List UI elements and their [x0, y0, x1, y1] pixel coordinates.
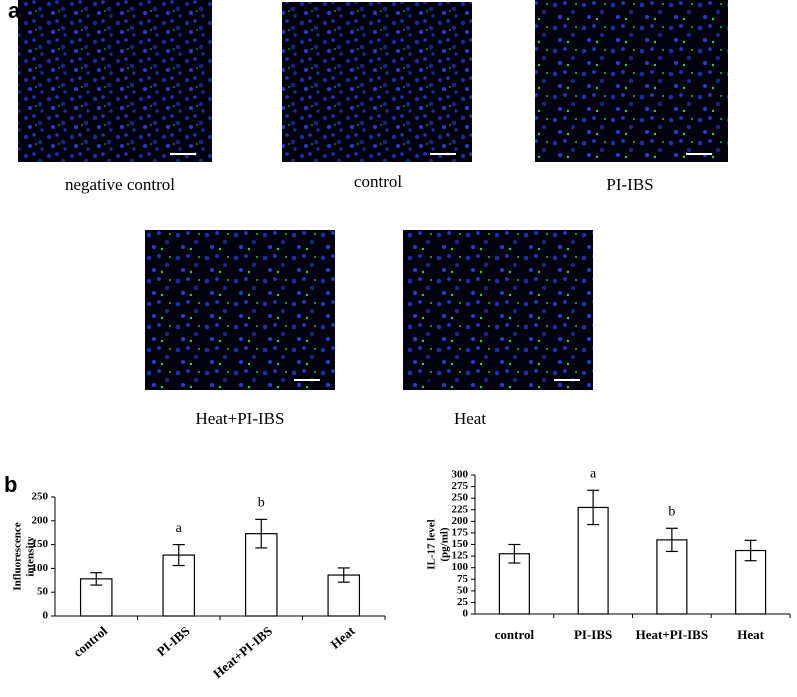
bar [498, 553, 530, 615]
image-caption: PI-IBS [606, 175, 653, 194]
micrograph [535, 0, 728, 162]
x-tick-label: Heat [327, 623, 358, 652]
y-tick-label: 200 [32, 514, 49, 526]
image-caption: Heat [454, 409, 486, 428]
micrograph [282, 2, 472, 162]
y-tick-label: 200 [452, 515, 469, 527]
y-tick-label: 125 [452, 550, 469, 562]
image-caption: Heat+PI-IBS [196, 409, 285, 428]
x-tick-label: Heat+PI-IBS [210, 623, 275, 681]
y-tick-label: 175 [452, 526, 469, 538]
y-tick-label: 50 [457, 584, 469, 596]
y-tick-label: 250 [452, 492, 469, 504]
error-bar [587, 489, 600, 526]
y-tick-label: 250 [32, 491, 49, 503]
y-axis-label: Influorescence [12, 522, 24, 590]
annotation: b [258, 496, 265, 511]
error-bar [90, 572, 103, 586]
y-tick-label: 50 [37, 586, 49, 598]
y-tick-label: 0 [463, 608, 469, 620]
image-caption: control [354, 172, 402, 191]
y-axis-label: IL-17 level [426, 519, 438, 569]
x-tick-label: PI-IBS [154, 623, 193, 659]
error-bar [337, 567, 350, 583]
panel-label: a [8, 0, 21, 23]
annotation: a [590, 467, 597, 482]
x-tick-label: control [495, 627, 535, 642]
error-bar [744, 539, 757, 562]
y-axis-label: (pg/ml) [439, 527, 451, 562]
y-axis-label: intensity [25, 536, 37, 577]
error-bar [172, 543, 185, 567]
y-tick-label: 150 [452, 538, 469, 550]
micrograph [403, 230, 593, 390]
error-bar [255, 518, 268, 549]
y-tick-label: 100 [32, 562, 49, 574]
micrograph [18, 0, 212, 162]
annotation: a [176, 521, 183, 536]
micrograph [145, 230, 335, 390]
y-tick-label: 225 [452, 503, 469, 515]
panel-label: b [4, 472, 17, 497]
error-bar [508, 543, 521, 564]
image-caption: negative control [65, 175, 175, 194]
bar [656, 539, 688, 615]
x-tick-label: PI-IBS [574, 627, 612, 642]
bar [577, 506, 609, 615]
x-tick-label: Heat [737, 627, 764, 642]
annotation: b [668, 505, 675, 520]
y-tick-label: 300 [452, 469, 469, 481]
y-tick-label: 75 [457, 573, 469, 585]
y-tick-label: 0 [43, 610, 49, 622]
x-tick-label: control [70, 623, 110, 660]
y-tick-label: 150 [32, 538, 49, 550]
x-tick-label: Heat+PI-IBS [636, 627, 708, 642]
y-tick-label: 100 [452, 561, 469, 573]
panel-label: c [423, 369, 435, 394]
error-bar [665, 527, 678, 553]
y-tick-label: 25 [457, 596, 469, 608]
y-tick-label: 275 [452, 480, 469, 492]
